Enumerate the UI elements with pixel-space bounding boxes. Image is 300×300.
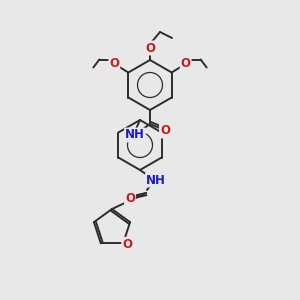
Text: O: O	[145, 41, 155, 55]
Text: O: O	[160, 124, 170, 137]
Text: O: O	[109, 57, 119, 70]
Text: O: O	[181, 57, 191, 70]
Text: NH: NH	[146, 173, 166, 187]
Text: NH: NH	[125, 128, 145, 142]
Text: O: O	[125, 191, 135, 205]
Text: O: O	[122, 238, 132, 251]
